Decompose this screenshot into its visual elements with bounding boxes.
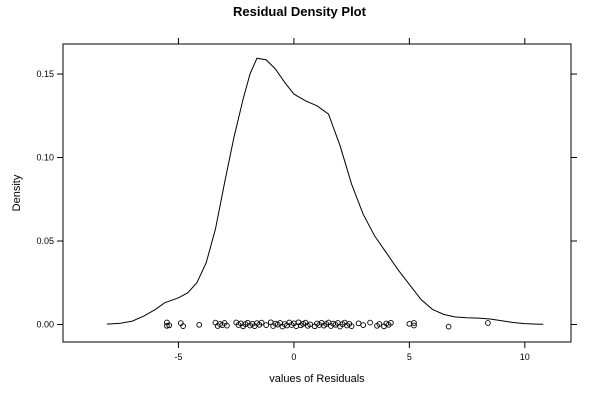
residual-point	[348, 323, 355, 329]
y-axis-ticks: 0.00 0.05 0.10 0.15	[36, 69, 577, 329]
plot-frame	[62, 43, 572, 343]
residual-point	[258, 319, 265, 326]
residual-point	[376, 321, 383, 327]
residual-point	[411, 322, 417, 329]
chart-title: Residual Density Plot	[233, 4, 367, 19]
y-tick-label: 0.00	[36, 319, 54, 329]
series-layer	[106, 57, 544, 330]
residual-point	[445, 323, 452, 330]
x-tick-label: 5	[407, 352, 412, 362]
y-tick-label: 0.15	[36, 69, 54, 79]
residual-point	[166, 322, 173, 329]
density-curve	[106, 57, 544, 325]
x-tick-label: 10	[520, 352, 530, 362]
x-tick-label: 0	[291, 352, 296, 362]
residual-point	[360, 322, 367, 328]
residual-point	[196, 321, 203, 328]
residual-point	[411, 320, 417, 326]
residual-point	[388, 319, 394, 326]
residual-point	[180, 323, 186, 329]
residual-point	[164, 322, 170, 329]
y-tick-label: 0.05	[36, 236, 54, 246]
residual-point	[224, 322, 230, 329]
residual-point	[367, 319, 373, 326]
x-axis-label: values of Residuals	[269, 373, 365, 385]
x-tick-label: -5	[174, 352, 182, 362]
residual-point	[485, 320, 491, 326]
x-axis-ticks: -5 0 5 10	[174, 38, 530, 362]
y-tick-label: 0.10	[36, 153, 54, 163]
residual-point	[263, 322, 270, 328]
y-axis-label: Density	[11, 174, 23, 211]
residual-point	[307, 321, 313, 328]
